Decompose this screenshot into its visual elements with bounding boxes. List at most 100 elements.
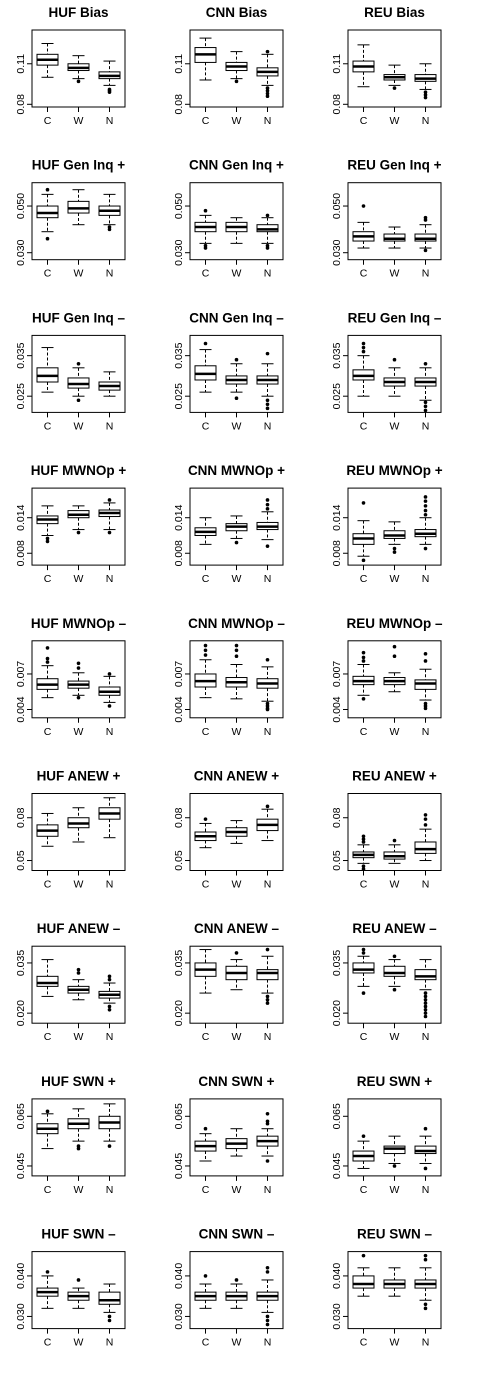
box-iqr [383, 965, 406, 977]
outlier-point [107, 672, 112, 676]
x-tick-label: N [422, 115, 430, 127]
outlier-point [423, 817, 428, 821]
outlier-point [265, 804, 270, 809]
outlier-point [76, 1278, 81, 1282]
outlier-point [107, 227, 112, 232]
outlier-point [76, 398, 81, 403]
outlier-point [423, 408, 428, 413]
outlier-point [361, 991, 366, 995]
box-N [414, 959, 437, 1019]
outlier-point [423, 404, 428, 409]
outlier-point [265, 994, 270, 999]
panel: REU MWNOp + 0.008 0.014 C W N [331, 463, 443, 585]
box-W [67, 505, 90, 535]
panel-title: REU MWNOp + [346, 463, 442, 478]
outlier-point [392, 987, 397, 992]
outlier-point [45, 646, 50, 650]
box-C [352, 834, 375, 871]
outlier-point [423, 1004, 428, 1009]
y-tick-label: 0.008 [15, 540, 27, 566]
y-tick-label: 0.035 [15, 342, 27, 368]
outlier-point [423, 652, 428, 656]
box-C [36, 812, 59, 847]
outlier-point [76, 361, 81, 366]
outlier-point [423, 1306, 428, 1311]
box-W [225, 1278, 248, 1309]
y-tick-label: 0.030 [15, 1303, 27, 1329]
x-tick-label: W [232, 879, 242, 891]
outlier-point [423, 813, 428, 817]
outlier-point [423, 1302, 428, 1307]
panel-title: REU SWN + [357, 1074, 433, 1089]
outlier-point [265, 49, 270, 54]
x-tick-label: N [422, 726, 430, 738]
y-tick-label: 0.05 [173, 850, 185, 871]
outlier-point [423, 994, 428, 999]
y-tick-label: 0.004 [15, 696, 27, 722]
outlier-point [203, 648, 208, 653]
outlier-point [361, 659, 366, 663]
outlier-point [423, 361, 428, 366]
y-tick-label: 0.020 [331, 1000, 343, 1026]
y-tick-label: 0.11 [331, 54, 343, 74]
x-tick-label: N [422, 879, 430, 891]
y-tick-label: 0.040 [331, 1263, 343, 1289]
panel-title: CNN SWN – [199, 1227, 275, 1242]
panel: REU ANEW + 0.05 0.08 C W N [331, 769, 442, 891]
y-tick-label: 0.014 [15, 504, 27, 530]
box-N [256, 804, 279, 842]
box-N [98, 498, 121, 535]
x-tick-label: C [44, 726, 52, 738]
box-W [67, 807, 90, 843]
panel-title: HUF ANEW – [37, 921, 121, 936]
box-C [194, 949, 217, 994]
outlier-point [45, 187, 50, 192]
outlier-point [392, 86, 397, 90]
x-tick-label: C [44, 1184, 52, 1196]
x-tick-label: W [74, 1031, 84, 1043]
y-tick-label: 0.08 [331, 94, 343, 115]
box-N [414, 63, 437, 100]
outlier-point [76, 695, 81, 700]
panel: HUF MWNOp + 0.008 0.014 C W N [15, 463, 126, 585]
panel-title: HUF MWNOp – [31, 616, 127, 631]
box-C [194, 341, 217, 393]
outlier-point [265, 1318, 270, 1323]
panel-title: HUF SWN – [41, 1227, 116, 1242]
outlier-point [265, 351, 270, 356]
y-tick-label: 0.08 [173, 807, 185, 828]
x-tick-label: C [202, 1031, 210, 1043]
outlier-point [203, 246, 208, 250]
box-W [67, 189, 90, 226]
box-C [36, 347, 59, 393]
outlier-point [234, 951, 239, 955]
outlier-point [203, 208, 208, 213]
y-tick-label: 0.035 [173, 950, 185, 976]
outlier-point [107, 1318, 112, 1323]
box-C [36, 1109, 59, 1150]
x-tick-label: N [264, 1184, 272, 1196]
panel-title: REU ANEW + [352, 769, 437, 784]
outlier-point [45, 236, 50, 241]
panel-title: CNN Gen Inq – [189, 310, 284, 325]
y-tick-label: 0.045 [15, 1153, 27, 1179]
x-tick-label: C [202, 726, 210, 738]
outlier-point [76, 661, 81, 666]
outlier-point [265, 1159, 270, 1163]
x-tick-label: N [106, 1031, 114, 1043]
x-tick-label: W [232, 1184, 242, 1196]
outlier-point [45, 656, 50, 661]
panel: CNN ANEW – 0.020 0.035 C W N [173, 921, 284, 1043]
y-tick-label: 0.008 [331, 540, 343, 566]
x-tick-label: C [44, 1337, 52, 1349]
outlier-point [265, 947, 270, 952]
outlier-point [423, 499, 428, 503]
box-N [98, 371, 121, 397]
outlier-point [203, 817, 208, 821]
outlier-point [107, 977, 112, 982]
outlier-point [423, 546, 428, 551]
y-tick-label: 0.050 [331, 193, 343, 219]
outlier-point [107, 1314, 112, 1319]
outlier-point [361, 655, 366, 660]
y-tick-label: 0.05 [15, 850, 27, 871]
